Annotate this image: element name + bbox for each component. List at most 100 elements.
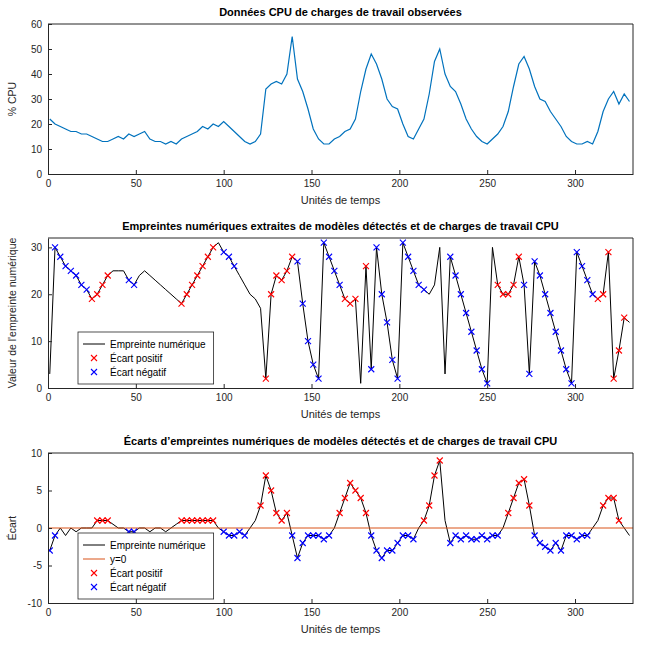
tick: 20 <box>31 289 52 300</box>
series-marker <box>542 291 548 297</box>
tick-label: 0 <box>46 178 52 189</box>
tick-mark <box>399 599 400 603</box>
tick: 300 <box>567 384 584 403</box>
legend-box <box>78 533 214 599</box>
legend: Empreinte numériqueÉcart positifÉcart né… <box>78 332 214 384</box>
series-marker <box>310 362 316 368</box>
series-marker <box>316 533 322 539</box>
tick-mark <box>48 124 52 125</box>
series-marker <box>284 268 290 274</box>
tick-mark <box>312 170 313 174</box>
tick-label: 150 <box>304 392 321 403</box>
series-marker <box>52 533 58 539</box>
series-marker <box>511 495 517 501</box>
series-marker <box>300 540 306 546</box>
series-marker <box>194 273 200 279</box>
series-marker <box>194 518 200 524</box>
series-marker <box>431 473 437 479</box>
x-axis-line <box>49 388 634 389</box>
series-marker <box>279 518 285 524</box>
series-line <box>50 461 630 559</box>
series-marker <box>532 533 538 539</box>
series-marker <box>184 518 190 524</box>
series-marker <box>563 533 569 539</box>
series-marker <box>468 536 474 542</box>
legend-key <box>83 559 105 560</box>
series-marker <box>189 282 195 288</box>
series-marker <box>268 291 274 297</box>
tick-mark <box>48 566 52 567</box>
series-marker <box>374 548 380 554</box>
series-marker <box>521 476 527 482</box>
legend-label: Écart négatif <box>110 366 166 378</box>
series-marker <box>590 291 596 297</box>
legend-key <box>83 545 105 546</box>
series-marker <box>352 488 358 494</box>
chart-root: 0501001502002503000102030405060Données C… <box>0 0 660 649</box>
series-marker <box>321 536 327 542</box>
legend-label: y=0 <box>110 554 127 565</box>
tick: 10 <box>31 336 52 347</box>
series-marker <box>453 273 459 279</box>
series-marker <box>342 495 348 501</box>
series-marker <box>505 291 511 297</box>
legend-label: Écart négatif <box>110 581 166 593</box>
series-marker <box>521 282 527 288</box>
x-axis: 050100150200250300 <box>46 599 634 618</box>
series-marker <box>553 329 559 335</box>
series-marker <box>479 366 485 372</box>
frame <box>48 453 633 454</box>
legend-key <box>91 584 97 590</box>
x-axis-line <box>49 603 634 604</box>
tick-label: 0 <box>36 523 42 534</box>
series-marker <box>616 348 622 354</box>
series-marker <box>421 287 427 293</box>
series-marker <box>516 254 522 260</box>
tick-mark <box>575 384 576 388</box>
tick-label: 100 <box>216 392 233 403</box>
series-marker <box>505 510 511 516</box>
tick-label: 50 <box>131 178 143 189</box>
series-marker <box>384 548 390 554</box>
series-marker <box>458 536 464 542</box>
series-marker <box>547 310 553 316</box>
series-marker <box>294 258 300 264</box>
series-marker <box>384 319 390 325</box>
tick: 50 <box>131 384 143 403</box>
series-marker <box>605 495 611 501</box>
frame <box>48 238 633 239</box>
tick-label: 100 <box>216 178 233 189</box>
series-marker <box>558 548 564 554</box>
series-marker <box>105 518 111 524</box>
series-marker <box>553 540 559 546</box>
series-marker <box>447 254 453 260</box>
tick-label: 300 <box>567 178 584 189</box>
legend-label: Écart positif <box>110 567 162 579</box>
tick: 250 <box>479 384 496 403</box>
tick-mark <box>575 599 576 603</box>
series-marker <box>310 533 316 539</box>
series-marker <box>410 536 416 542</box>
series-marker <box>468 329 474 335</box>
series-marker <box>532 258 538 264</box>
x-axis: 050100150200250300 <box>46 384 634 403</box>
series-marker <box>221 529 227 535</box>
frame <box>633 238 634 388</box>
tick: 0 <box>36 383 52 394</box>
tick-label: 10 <box>31 336 43 347</box>
series-marker <box>437 458 443 464</box>
legend-key <box>91 355 97 361</box>
tick-label: 30 <box>31 242 43 253</box>
series-marker <box>405 254 411 260</box>
chart-title: Empreintes numériques extraites de modèl… <box>122 220 559 232</box>
series-marker <box>368 366 374 372</box>
tick-mark <box>136 384 137 388</box>
tick: 200 <box>392 599 409 618</box>
series-marker <box>316 376 322 382</box>
plot-background <box>48 453 633 603</box>
series-marker <box>284 510 290 516</box>
y-axis: 0102030405060 <box>31 19 52 180</box>
series-marker <box>368 533 374 539</box>
series-marker <box>105 273 111 279</box>
series-marker <box>395 540 401 546</box>
